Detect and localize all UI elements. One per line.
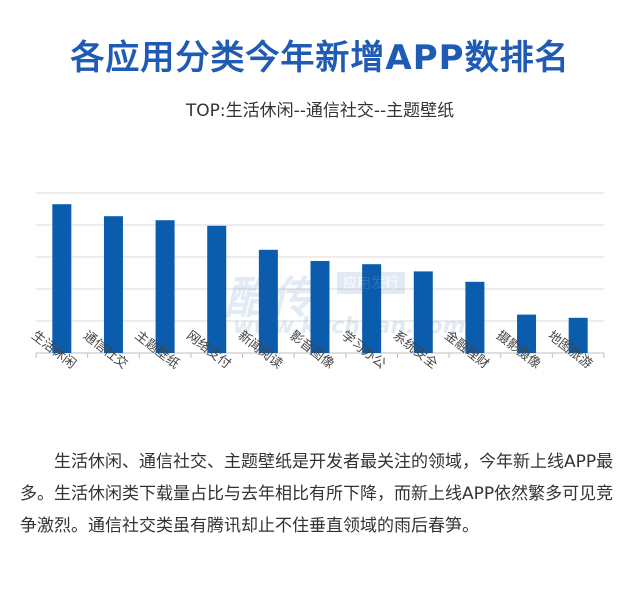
bar-1 [52, 204, 72, 353]
bar-5 [258, 249, 278, 353]
chart-title: 各应用分类今年新增APP数排名 [70, 38, 570, 78]
bar-2 [103, 216, 123, 353]
bar-9 [465, 281, 485, 353]
bar-7 [362, 264, 382, 353]
bar-chart: 生活休闲 通信社交 主题壁纸 网络支付 新闻阅读 影音图像 学习办公 系统安全 金融理财 摄影摄像… [28, 192, 605, 372]
bar-6 [310, 261, 330, 353]
bar-10 [517, 314, 537, 353]
description-paragraph: 生活休闲、通信社交、主题壁纸是开发者最关注的领域，今年新上线APP最多。生活休闲… [20, 452, 614, 536]
bar-3 [155, 220, 175, 353]
bar-4 [207, 225, 227, 353]
bar-11 [568, 317, 588, 353]
bars [52, 204, 588, 353]
bar-8 [413, 271, 433, 353]
chart-subtitle: TOP:生活休闲--通信社交--主题壁纸 [185, 101, 455, 121]
